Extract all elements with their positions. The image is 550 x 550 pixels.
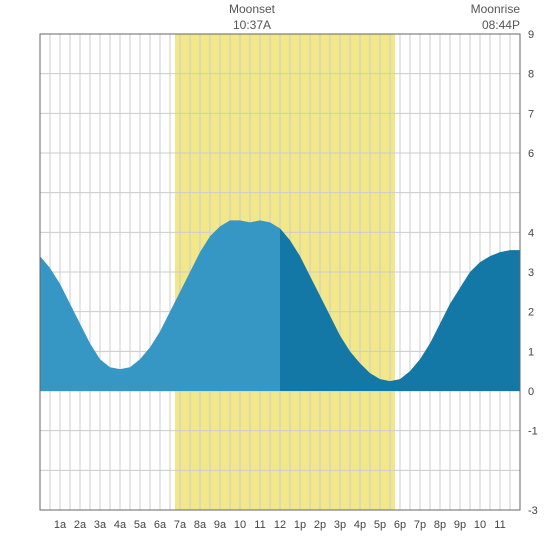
x-tick-label: 3p bbox=[334, 519, 346, 531]
x-tick-label: 7a bbox=[174, 519, 187, 531]
annotation-time: 10:37A bbox=[222, 18, 282, 34]
y-tick-label: 6 bbox=[528, 148, 534, 160]
x-tick-label: 4a bbox=[114, 519, 127, 531]
x-tick-label: 10 bbox=[234, 519, 246, 531]
x-tick-label: 10 bbox=[474, 519, 486, 531]
annotation-name: Moonset bbox=[222, 2, 282, 18]
y-tick-label: 7 bbox=[528, 108, 534, 120]
annotation-time: 08:44P bbox=[471, 18, 520, 34]
x-tick-label: 11 bbox=[254, 519, 265, 531]
x-tick-label: 3a bbox=[94, 519, 107, 531]
y-tick-label: -3 bbox=[528, 505, 538, 517]
x-tick-label: 9a bbox=[214, 519, 227, 531]
x-tick-label: 4p bbox=[354, 519, 366, 531]
x-tick-label: 5p bbox=[374, 519, 386, 531]
y-tick-label: 4 bbox=[528, 227, 534, 239]
y-tick-label: 0 bbox=[528, 386, 534, 398]
x-tick-label: 11 bbox=[494, 519, 505, 531]
x-tick-label: 7p bbox=[414, 519, 426, 531]
x-tick-label: 2p bbox=[314, 519, 326, 531]
y-tick-label: 3 bbox=[528, 267, 534, 279]
moonrise-annotation: Moonrise08:44P bbox=[471, 2, 520, 33]
y-tick-label: 8 bbox=[528, 69, 534, 81]
y-tick-label: 9 bbox=[528, 29, 534, 41]
x-tick-label: 1a bbox=[54, 519, 67, 531]
y-tick-label: 1 bbox=[528, 346, 534, 358]
annotation-name: Moonrise bbox=[471, 2, 520, 18]
x-tick-label: 12 bbox=[274, 519, 286, 531]
moonset-annotation: Moonset10:37A bbox=[222, 2, 282, 33]
x-tick-label: 6a bbox=[154, 519, 167, 531]
x-tick-label: 8p bbox=[434, 519, 446, 531]
x-tick-label: 8a bbox=[194, 519, 207, 531]
x-tick-label: 5a bbox=[134, 519, 147, 531]
chart-svg: -3-10123467891a2a3a4a5a6a7a8a9a1011121p2… bbox=[0, 0, 550, 550]
x-tick-label: 9p bbox=[454, 519, 466, 531]
tide-chart: -3-10123467891a2a3a4a5a6a7a8a9a1011121p2… bbox=[0, 0, 550, 550]
x-tick-label: 1p bbox=[294, 519, 306, 531]
x-tick-label: 6p bbox=[394, 519, 406, 531]
x-tick-label: 2a bbox=[74, 519, 87, 531]
y-tick-label: 2 bbox=[528, 307, 534, 319]
y-tick-label: -1 bbox=[528, 426, 538, 438]
